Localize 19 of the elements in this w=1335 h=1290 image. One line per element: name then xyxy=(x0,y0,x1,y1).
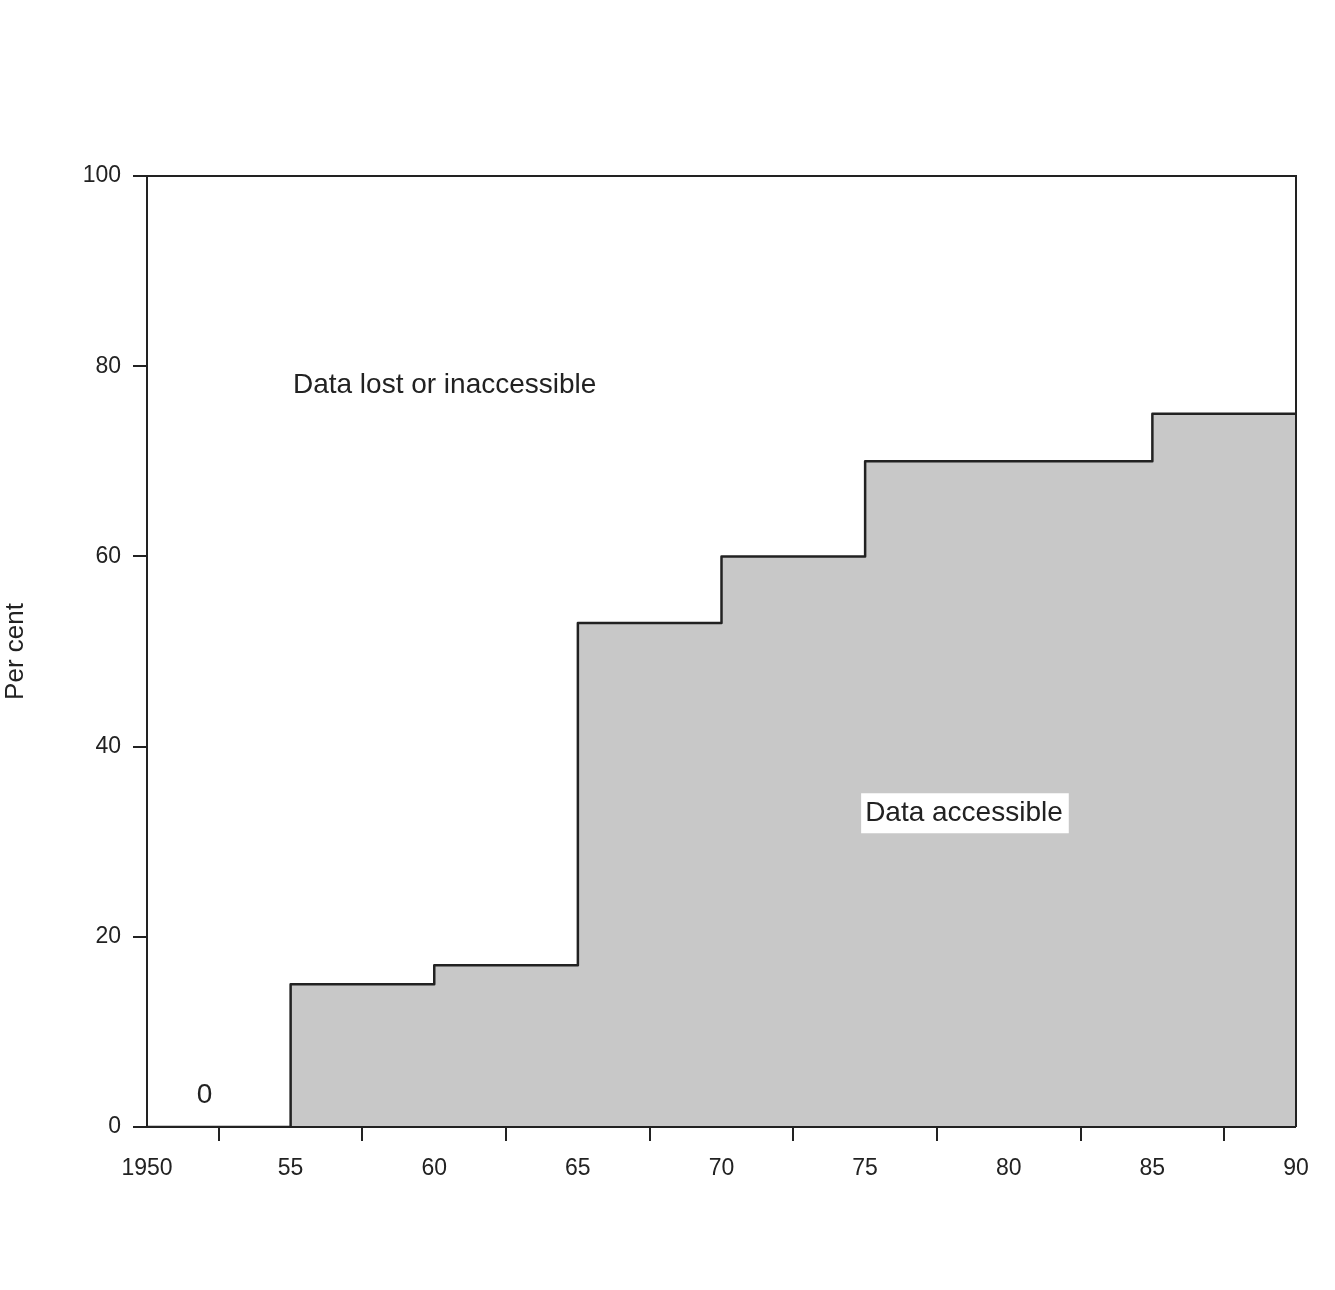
y-tick-label: 60 xyxy=(95,541,121,568)
x-tick-label: 85 xyxy=(1139,1154,1166,1181)
x-tick-label: 90 xyxy=(1283,1154,1309,1181)
annotation: Data lost or inaccessible xyxy=(292,367,597,399)
x-tick-label: 55 xyxy=(277,1154,304,1181)
y-axis-title: Per cent xyxy=(0,602,29,700)
x-tick-label: 70 xyxy=(708,1154,735,1181)
y-tick-label: 40 xyxy=(95,731,121,758)
annotation: 0 xyxy=(196,1077,213,1109)
x-tick-label: 60 xyxy=(421,1154,448,1181)
y-tick-label: 80 xyxy=(95,351,121,378)
annotation: Data accessible xyxy=(865,795,1063,827)
x-tick-label: 65 xyxy=(565,1154,591,1181)
y-tick-label: 100 xyxy=(82,161,121,188)
y-tick-label: 20 xyxy=(95,922,121,949)
x-tick-label: 1950 xyxy=(121,1154,173,1181)
x-tick-label: 80 xyxy=(995,1154,1022,1181)
x-tick-label: 75 xyxy=(852,1154,878,1181)
y-tick-label: 0 xyxy=(108,1112,121,1139)
